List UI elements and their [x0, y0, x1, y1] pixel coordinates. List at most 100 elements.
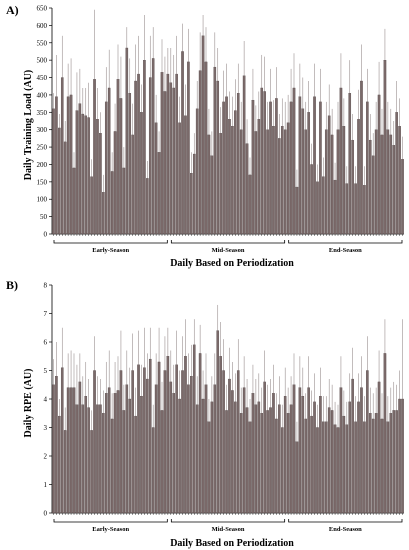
data-bar	[324, 421, 328, 514]
data-bar	[260, 413, 264, 514]
data-bar	[330, 410, 334, 514]
data-bar	[236, 370, 240, 514]
data-bar	[84, 395, 88, 514]
y-tick-label: 400	[37, 91, 48, 99]
data-bar	[72, 167, 76, 235]
data-bar	[263, 381, 266, 514]
data-bar	[102, 192, 105, 235]
data-bar	[157, 152, 161, 235]
y-tick-label: 5	[44, 367, 48, 375]
data-bar	[198, 353, 202, 514]
data-bar	[181, 370, 184, 514]
data-bar	[278, 138, 281, 235]
data-bar	[137, 73, 140, 235]
data-bar	[319, 101, 322, 235]
data-bar	[386, 421, 390, 514]
data-bar	[93, 79, 96, 235]
panel-label: B)	[6, 278, 18, 292]
data-bar	[119, 98, 123, 235]
data-bar	[216, 330, 220, 514]
y-tick-label: 2	[44, 453, 48, 461]
data-bar	[228, 378, 231, 514]
data-bar	[163, 91, 167, 235]
data-bar	[63, 141, 67, 235]
data-bar	[122, 410, 126, 514]
data-bar	[81, 404, 85, 514]
data-bar	[401, 398, 404, 514]
data-bar	[204, 384, 208, 514]
data-bar	[295, 441, 299, 514]
data-bar	[269, 101, 272, 235]
y-tick-label: 600	[37, 22, 48, 30]
data-bar	[304, 418, 308, 514]
y-tick-label: 500	[37, 57, 48, 65]
data-bar	[60, 77, 64, 235]
data-bar	[163, 370, 167, 514]
data-bar	[263, 91, 266, 235]
data-bar	[392, 145, 396, 235]
data-bar	[175, 73, 178, 235]
data-bar	[225, 96, 228, 235]
y-tick-label: 100	[37, 196, 48, 204]
data-bar	[310, 415, 313, 514]
y-tick-label: 150	[37, 178, 48, 186]
data-bar	[360, 387, 363, 514]
data-bar	[231, 390, 234, 514]
data-bar	[178, 122, 181, 235]
data-bar	[84, 115, 88, 235]
data-bar	[195, 108, 199, 235]
phase-bracket	[53, 519, 168, 523]
data-bar	[248, 421, 252, 514]
data-bar	[75, 404, 79, 514]
data-bar	[374, 413, 378, 514]
data-bar	[257, 119, 261, 235]
data-bar	[336, 129, 340, 235]
data-bar	[363, 421, 366, 514]
data-bar	[354, 421, 357, 514]
data-bar	[272, 393, 275, 514]
data-bar	[377, 94, 381, 235]
y-tick-label: 350	[37, 109, 48, 117]
data-bar	[389, 413, 393, 514]
data-bar	[204, 61, 208, 235]
data-bar	[216, 80, 220, 235]
data-bar	[316, 181, 319, 235]
x-axis-label: Daily Based on Periodization	[170, 258, 294, 269]
data-bar	[398, 398, 401, 514]
phase-bracket	[170, 240, 286, 244]
data-bar	[386, 129, 390, 235]
data-bar	[169, 82, 173, 235]
data-bar	[366, 101, 369, 235]
data-bar	[122, 167, 126, 235]
data-bar	[140, 112, 143, 235]
data-bar	[234, 401, 237, 514]
data-bar	[148, 77, 152, 235]
data-bar	[345, 424, 349, 514]
data-bar	[292, 384, 296, 514]
data-bar	[280, 126, 284, 235]
data-bar	[257, 401, 261, 514]
data-bar	[172, 87, 176, 235]
data-bar	[348, 401, 352, 514]
y-tick-label: 450	[37, 74, 48, 82]
data-bar	[327, 115, 331, 235]
data-bar	[93, 370, 96, 514]
data-bar	[266, 129, 269, 235]
data-bar	[269, 407, 272, 514]
data-bar	[143, 367, 146, 514]
data-bar	[313, 401, 316, 514]
data-bar	[383, 353, 387, 514]
data-bar	[242, 75, 246, 235]
data-bar	[198, 70, 202, 235]
data-bar	[313, 96, 316, 235]
data-bar	[116, 79, 120, 235]
data-bar	[213, 66, 217, 235]
phase-label: Early-Season	[92, 247, 129, 254]
data-bar	[239, 129, 243, 235]
data-bar	[357, 401, 360, 514]
data-bar	[333, 424, 337, 514]
data-bar	[134, 80, 137, 235]
y-tick-label: 650	[37, 5, 48, 13]
data-bar	[231, 126, 234, 235]
data-bar	[166, 356, 170, 514]
